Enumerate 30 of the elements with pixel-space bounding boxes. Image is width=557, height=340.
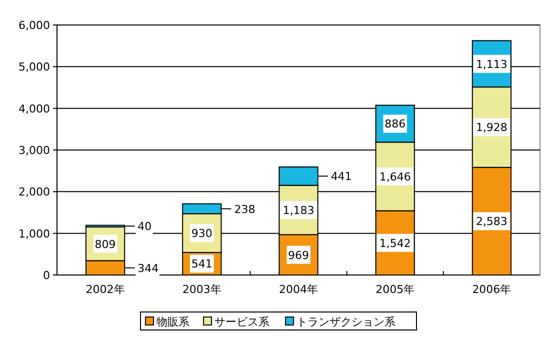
data-label: 1,183	[282, 204, 314, 217]
data-label: 1,928	[476, 121, 508, 134]
y-tick-label: 5,000	[18, 60, 50, 74]
data-label: 1,113	[476, 58, 508, 71]
y-tick-label: 0	[43, 269, 50, 282]
data-label: 344	[138, 262, 159, 275]
data-label: 2,583	[476, 215, 508, 228]
x-tick-label: 2006年	[472, 283, 512, 296]
data-label: 969	[288, 248, 309, 262]
data-label: 930	[191, 227, 212, 240]
data-label: 441	[330, 170, 352, 184]
x-tick-label: 2004年	[279, 283, 318, 296]
y-tick-label: 2,000	[18, 186, 50, 199]
y-tick-label: 4,000	[18, 102, 50, 116]
data-label: 809	[94, 238, 116, 251]
data-label: 1,542	[379, 236, 411, 250]
data-label: 1,646	[379, 170, 411, 184]
y-tick-label: 3,000	[18, 144, 50, 157]
legend-label: 物販系	[156, 316, 190, 328]
data-label: 238	[234, 202, 256, 216]
x-tick-label: 2002年	[86, 283, 125, 296]
x-tick-label: 2005年	[376, 283, 415, 296]
legend-label: トランザクション系	[296, 316, 396, 328]
y-tick-label: 1,000	[18, 227, 50, 240]
y-tick-label: 6,000	[18, 19, 50, 32]
data-label: 541	[191, 258, 212, 271]
data-label: 886	[384, 118, 406, 131]
x-tick-label: 2003年	[182, 283, 222, 296]
legend-label: サービス系	[214, 316, 270, 328]
data-label: 40	[138, 220, 152, 234]
